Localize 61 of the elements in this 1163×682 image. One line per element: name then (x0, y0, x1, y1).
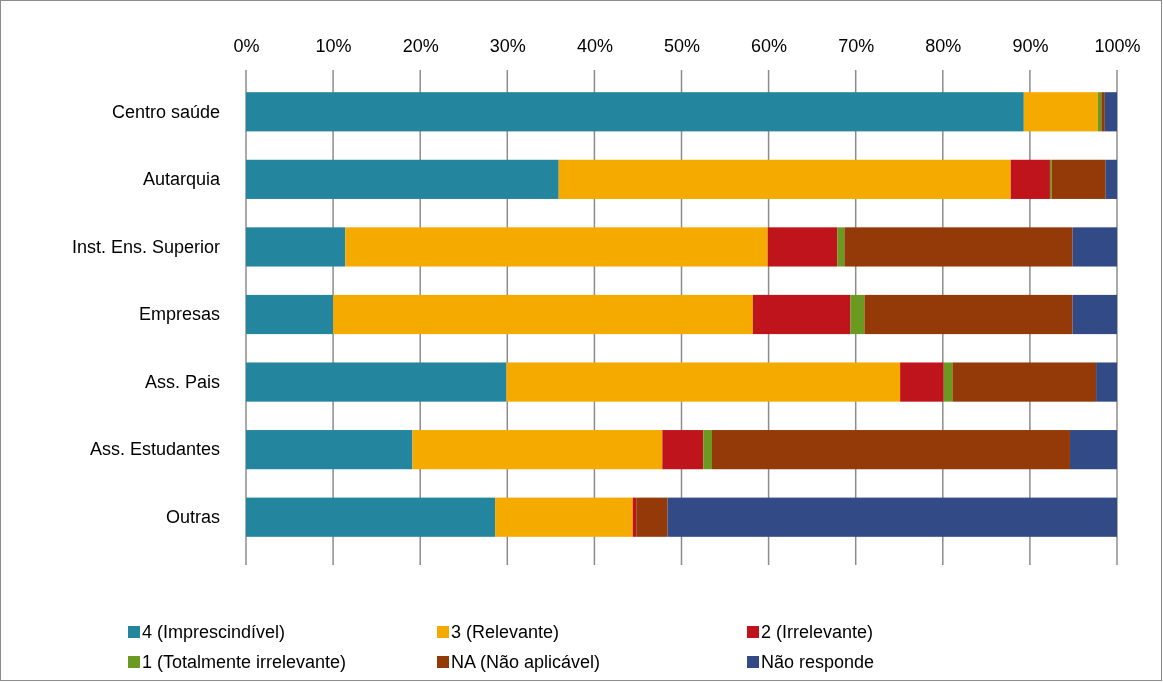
bar (333, 294, 753, 335)
x-tick-label: 100% (1094, 36, 1141, 56)
bar (767, 227, 838, 267)
x-tick-label: 60% (751, 36, 788, 56)
x-tick-label: 20% (402, 36, 439, 56)
legend-label: Não responde (761, 652, 875, 673)
y-tick-label: Ass. Pais (144, 371, 220, 392)
bar (662, 430, 704, 470)
x-tick-label: 30% (489, 36, 526, 56)
bar (850, 294, 865, 335)
bar (1072, 294, 1117, 335)
x-tick-label: 50% (663, 36, 701, 56)
legend-label: NA (Não aplicável) (451, 652, 601, 673)
bar (752, 294, 851, 335)
bar (495, 497, 633, 537)
bar (636, 497, 668, 537)
bar (1051, 159, 1106, 199)
bar (837, 227, 845, 267)
bar (1010, 159, 1050, 199)
y-tick-label: Inst. Ens. Superior (71, 236, 220, 257)
bar (667, 497, 1117, 537)
bar (900, 362, 944, 402)
y-tick-label: Autarquia (142, 169, 221, 190)
bar (246, 92, 1024, 132)
bar (1072, 227, 1117, 267)
bar (246, 362, 507, 402)
x-tick-label: 80% (925, 36, 962, 56)
y-tick-label: Empresas (138, 304, 220, 325)
x-tick-label: 40% (576, 36, 613, 56)
bar (1023, 92, 1098, 132)
bar (246, 159, 559, 199)
bar (412, 430, 663, 470)
y-tick-label: Centro saúde (111, 101, 220, 122)
bar (864, 294, 1073, 335)
bar (1096, 362, 1117, 402)
bar (943, 362, 953, 402)
x-tick-label: 0% (233, 36, 260, 56)
bar (246, 497, 496, 537)
bar (1101, 92, 1105, 132)
bar (246, 430, 413, 470)
legend-label: 2 (Irrelevante) (761, 622, 874, 643)
bar (703, 430, 712, 470)
bar (1069, 430, 1117, 470)
bar (844, 227, 1073, 267)
legend-label: 4 (Imprescindível) (142, 622, 286, 643)
bar (246, 227, 346, 267)
bar (506, 362, 901, 402)
bar (1105, 159, 1117, 199)
y-tick-label: Ass. Estudantes (89, 439, 220, 460)
x-tick-label: 70% (838, 36, 875, 56)
x-tick-label: 10% (315, 36, 352, 56)
legend-label: 1 (Totalmente irrelevante) (142, 652, 347, 673)
bar (711, 430, 1070, 470)
bar (345, 227, 768, 267)
legend-label: 3 (Relevante) (451, 622, 560, 643)
y-tick-label: Outras (165, 506, 220, 527)
bar (1104, 92, 1117, 132)
bar (558, 159, 1011, 199)
bar (246, 294, 334, 335)
x-tick-label: 90% (1012, 36, 1049, 56)
bar (952, 362, 1097, 402)
